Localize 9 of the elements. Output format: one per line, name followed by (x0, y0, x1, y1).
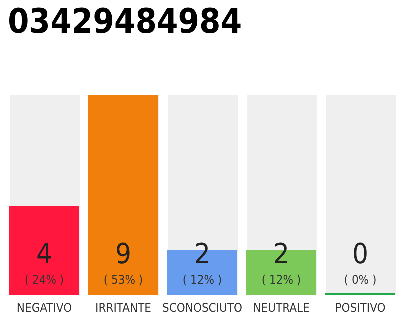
x-tick-label: NEUTRALE (253, 301, 310, 315)
data-label: 4 ( 24% ) (24, 238, 64, 287)
x-tick-label: IRRITANTE (96, 301, 152, 315)
data-label: 9 ( 53% ) (104, 238, 144, 287)
data-label: 0 ( 0% ) (344, 238, 377, 287)
x-tick-label: POSITIVO (335, 301, 386, 315)
x-tick-label: SCONOSCIUTO (162, 301, 243, 315)
chart-title: 03429484984 (8, 2, 242, 42)
x-tick-label: NEGATIVO (16, 301, 72, 315)
